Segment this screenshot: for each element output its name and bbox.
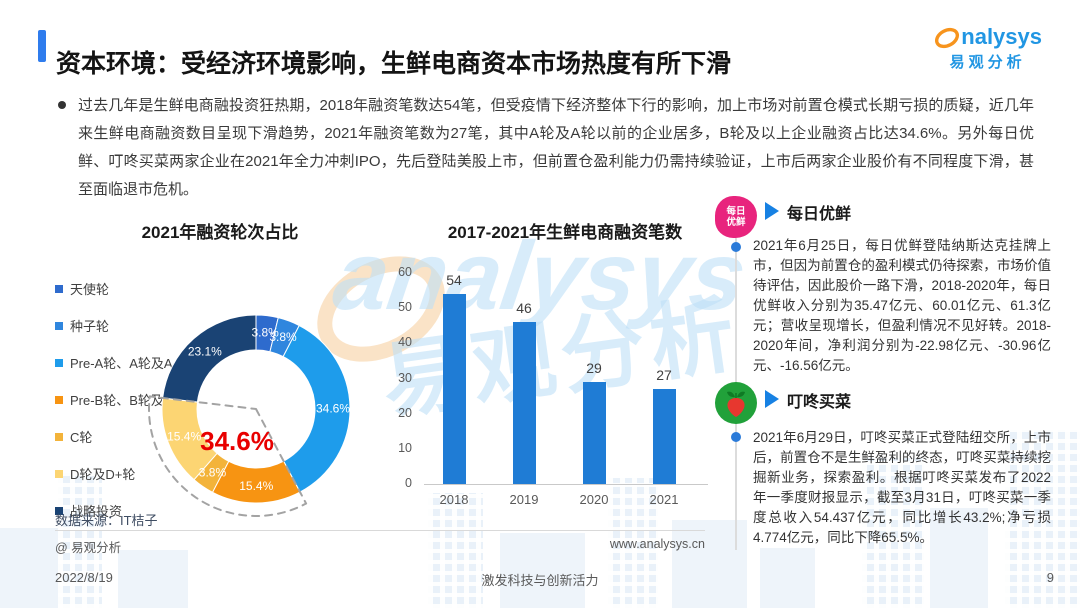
legend-item: D轮及D+轮 xyxy=(55,464,215,483)
donut-slice-label: 34.6% xyxy=(316,402,350,416)
legend-item: 天使轮 xyxy=(55,279,215,298)
legend-item: 战略投资 xyxy=(55,501,215,520)
bar-value-label: 27 xyxy=(656,367,672,384)
donut-slice xyxy=(162,314,257,403)
legend-swatch xyxy=(55,284,63,293)
donut-slice-label: 3.8% xyxy=(251,326,279,340)
meiriyouxian-logo-text: 每日优鲜 xyxy=(726,206,746,228)
meiriyouxian-text: 2021年6月25日，每日优鲜登陆纳斯达克挂牌上市，但因为前置仓的盈利模式仍待探… xyxy=(753,238,1051,373)
bar xyxy=(442,294,466,484)
legend-label: D轮及D+轮 xyxy=(70,467,136,482)
x-axis-category-label: 2018 xyxy=(439,492,469,507)
bar-chart-title: 2017-2021年生鲜电商融资笔数 xyxy=(447,223,683,243)
donut-slice-label: 3.8% xyxy=(269,330,297,344)
bar-value-label: 46 xyxy=(516,300,532,317)
building-silhouette xyxy=(58,473,102,608)
footer-slogan: 激发科技与创新活力 xyxy=(481,573,599,588)
building-silhouette xyxy=(608,478,658,608)
donut-slice-label: 23.1% xyxy=(188,344,222,358)
bar-value-label: 29 xyxy=(586,360,602,377)
legend-item: 种子轮 xyxy=(55,316,215,335)
legend-swatch xyxy=(55,395,63,404)
credit: @ 易观分析 xyxy=(55,541,122,555)
x-axis-category-label: 2021 xyxy=(649,492,679,507)
bar-chart: 0 10 20 30 40 50 60 54 2018 46 2019 29 2020 27 2021 xyxy=(398,260,708,510)
analysys-cn-wordmark: 易观分析 xyxy=(949,54,1026,71)
y-axis-tick-label: 50 xyxy=(398,300,412,315)
legend-label: Pre-A轮、A轮及A+ xyxy=(70,356,181,371)
legend-swatch xyxy=(55,506,63,515)
legend-label: 种子轮 xyxy=(70,319,110,334)
timeline-dot xyxy=(731,432,741,442)
building-silhouette xyxy=(0,528,62,608)
y-axis-tick-label: 60 xyxy=(398,265,412,279)
y-axis-tick-label: 0 xyxy=(405,476,412,490)
donut-slice-label: 15.4% xyxy=(239,479,273,493)
y-axis-tick-label: 40 xyxy=(398,335,412,350)
legend-label: 天使轮 xyxy=(70,282,110,297)
data-source: 数据来源：IT桔子 xyxy=(55,513,158,528)
play-triangle-icon xyxy=(765,390,779,408)
y-axis-tick-label: 10 xyxy=(398,440,412,455)
legend-swatch xyxy=(55,432,63,441)
watermark-swirl-icon xyxy=(317,256,445,362)
bar xyxy=(652,389,676,484)
donut-highlight-value: 34.6% xyxy=(200,426,274,456)
title-accent-bar xyxy=(38,30,46,62)
legend-label: C轮 xyxy=(70,430,93,445)
intro-text: 过去几年是生鲜电商融投资狂热期，2018年融资笔数达54笔，但受疫情下经济整体下… xyxy=(78,97,1034,198)
legend-item: C轮 xyxy=(55,427,215,446)
donut-highlight-outline xyxy=(148,395,308,517)
building-silhouette xyxy=(118,550,188,608)
dingdong-logo xyxy=(715,382,757,424)
page-number: 9 xyxy=(1046,570,1054,585)
building-silhouette xyxy=(672,520,747,608)
meiriyouxian-logo: 每日优鲜 xyxy=(715,196,757,238)
page-title: 资本环境：受经济环境影响，生鲜电商资本市场热度有所下滑 xyxy=(56,49,732,78)
bullet-dot xyxy=(58,101,66,109)
legend-swatch xyxy=(55,321,63,330)
donut-slice-label: 3.8% xyxy=(199,466,227,480)
company-name-dingdong: 叮咚买菜 xyxy=(787,394,852,411)
analysys-wordmark: nalysys xyxy=(961,24,1042,49)
x-axis-category-label: 2020 xyxy=(579,492,609,507)
website: www.analysys.cn xyxy=(609,537,705,551)
x-axis-category-label: 2019 xyxy=(509,492,539,507)
building-silhouette xyxy=(500,533,585,608)
intro-bullet: 过去几年是生鲜电商融投资狂热期，2018年融资笔数达54笔，但受疫情下经济整体下… xyxy=(58,92,1034,204)
x-axis-line xyxy=(424,484,708,485)
y-axis-tick-label: 30 xyxy=(398,370,412,385)
city-skyline-watermark xyxy=(0,388,1080,608)
donut-slice xyxy=(282,324,351,493)
bar xyxy=(582,382,606,484)
legend-label: 战略投资 xyxy=(70,504,123,519)
donut-slice-label: 15.4% xyxy=(167,430,201,444)
donut-chart: 3.8%3.8%34.6%15.4%3.8%15.4%23.1% xyxy=(148,314,351,517)
building-silhouette xyxy=(760,548,815,608)
donut-chart-title: 2021年融资轮次占比 xyxy=(141,223,299,243)
bar xyxy=(512,322,536,484)
company-name-meiriyouxian: 每日优鲜 xyxy=(787,206,852,223)
building-silhouette xyxy=(1005,430,1080,608)
bar-value-label: 54 xyxy=(446,272,462,289)
source-divider xyxy=(55,530,705,531)
play-triangle-icon xyxy=(765,202,779,220)
analysys-logo: nalysys 易观分析 xyxy=(933,24,1042,72)
y-axis-tick-label: 20 xyxy=(398,405,412,420)
legend-swatch xyxy=(55,469,63,478)
building-silhouette xyxy=(428,493,483,608)
radish-icon xyxy=(727,391,745,417)
building-silhouette xyxy=(930,508,988,608)
footer-date: 2022/8/19 xyxy=(55,570,113,585)
legend-swatch xyxy=(55,358,63,367)
timeline-dot xyxy=(731,242,741,252)
analysys-swirl-icon xyxy=(935,27,960,49)
dingdong-text: 2021年6月29日，叮咚买菜正式登陆纽交所，上市后，前置仓不是生鲜盈利的终态，… xyxy=(753,430,1051,545)
legend-item: Pre-A轮、A轮及A+ xyxy=(55,353,215,372)
building-silhouette xyxy=(862,458,924,608)
